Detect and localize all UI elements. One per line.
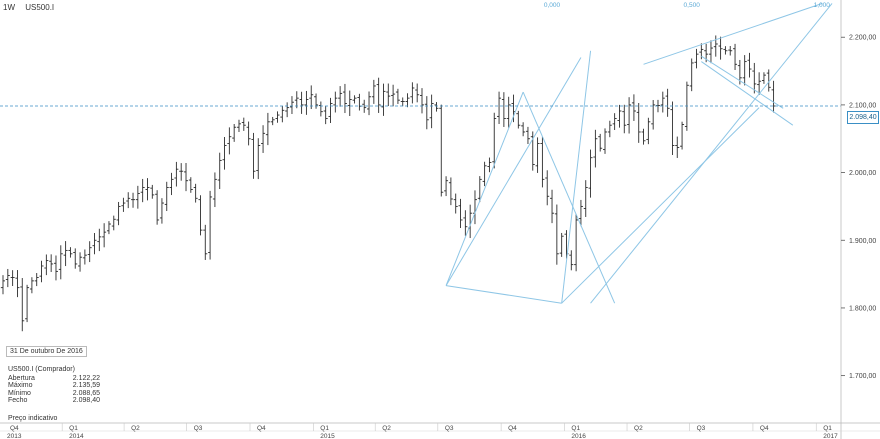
timeframe-label[interactable]: 1W (3, 3, 15, 12)
trend-channel-line (701, 55, 784, 109)
current-price-tag: 2.098,40 (847, 111, 879, 124)
ohlc-label: Fecho (8, 397, 28, 404)
quarter-tick-label: Q3 (697, 425, 706, 432)
indicative-price-note: Preço indicativo (8, 415, 58, 422)
ohlc-value: 2.088,65 (72, 389, 100, 397)
y-tick-label: 2.100,00 (849, 102, 876, 109)
ohlc-row-open: Abertura 2.122,22 (8, 375, 100, 383)
y-tick-label: 2.200,00 (849, 35, 876, 42)
ohlc-row-close: Fecho 2.098,40 (8, 397, 100, 405)
ohlc-value: 2.098,40 (72, 397, 100, 404)
ohlc-value: 2.135,59 (72, 382, 100, 389)
ohlc-value: 2.122,22 (72, 374, 100, 382)
quarter-tick-label: Q3 (194, 425, 203, 432)
fork-level-label: 0,500 (684, 2, 701, 9)
trend-channel-line (561, 107, 760, 304)
trend-channel-line (522, 91, 616, 304)
ohlc-row-low: Mínimo 2.088,65 (8, 390, 100, 398)
quarter-tick-label: Q4 (257, 425, 266, 432)
y-tick-label: 2.000,00 (849, 170, 876, 177)
y-tick-label: 1.900,00 (849, 238, 876, 245)
ohlc-label: Abertura (8, 374, 35, 382)
crosshair-date: 31 De outubro De 2016 (6, 346, 87, 357)
fork-level-label: 1,000 (814, 2, 831, 9)
ohlc-label: Máximo (8, 382, 33, 389)
trend-channel-line (445, 91, 524, 286)
quarter-tick-label: Q4 (10, 425, 19, 432)
quarter-tick-label: Q2 (131, 425, 140, 432)
quarter-tick-label: Q4 (508, 425, 517, 432)
year-tick-label: 2013 (7, 433, 22, 439)
quarter-tick-label: Q2 (382, 425, 391, 432)
quarter-tick-label: Q3 (445, 425, 454, 432)
ohlc-tooltip: US500.I (Comprador) Abertura 2.122,22 Má… (8, 366, 100, 405)
ohlc-label: Mínimo (8, 389, 31, 397)
trend-channel-line (643, 2, 823, 65)
quarter-tick-label: Q1 (69, 425, 78, 432)
year-tick-label: 2016 (571, 433, 586, 439)
quarter-tick-label: Q4 (760, 425, 769, 432)
symbol-bar: 1W US500.I (3, 3, 62, 12)
trend-channel-line (701, 61, 794, 126)
trend-channel-line (446, 285, 562, 304)
fork-level-label: 0,000 (544, 2, 561, 9)
year-tick-label: 2014 (69, 433, 84, 439)
y-tick-label: 1.800,00 (849, 305, 876, 312)
trend-channel-line (445, 57, 582, 286)
year-tick-label: 2015 (320, 433, 335, 439)
y-tick-label: 1.700,00 (849, 373, 876, 380)
ohlc-row-high: Máximo 2.135,59 (8, 382, 100, 390)
quarter-tick-label: Q1 (823, 425, 832, 432)
symbol-label[interactable]: US500.I (25, 3, 55, 12)
quarter-tick-label: Q1 (571, 425, 580, 432)
ohlc-title: US500.I (Comprador) (8, 366, 75, 373)
quarter-tick-label: Q1 (320, 425, 329, 432)
trend-channel-line (561, 50, 592, 304)
trend-channel-line (590, 3, 833, 304)
quarter-tick-label: Q2 (634, 425, 643, 432)
year-tick-label: 2017 (823, 433, 838, 439)
